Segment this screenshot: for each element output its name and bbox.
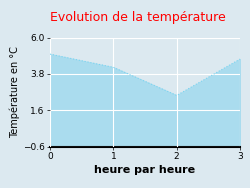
X-axis label: heure par heure: heure par heure bbox=[94, 165, 196, 175]
Text: Evolution de la température: Evolution de la température bbox=[50, 11, 226, 24]
Y-axis label: Température en °C: Température en °C bbox=[9, 46, 20, 138]
